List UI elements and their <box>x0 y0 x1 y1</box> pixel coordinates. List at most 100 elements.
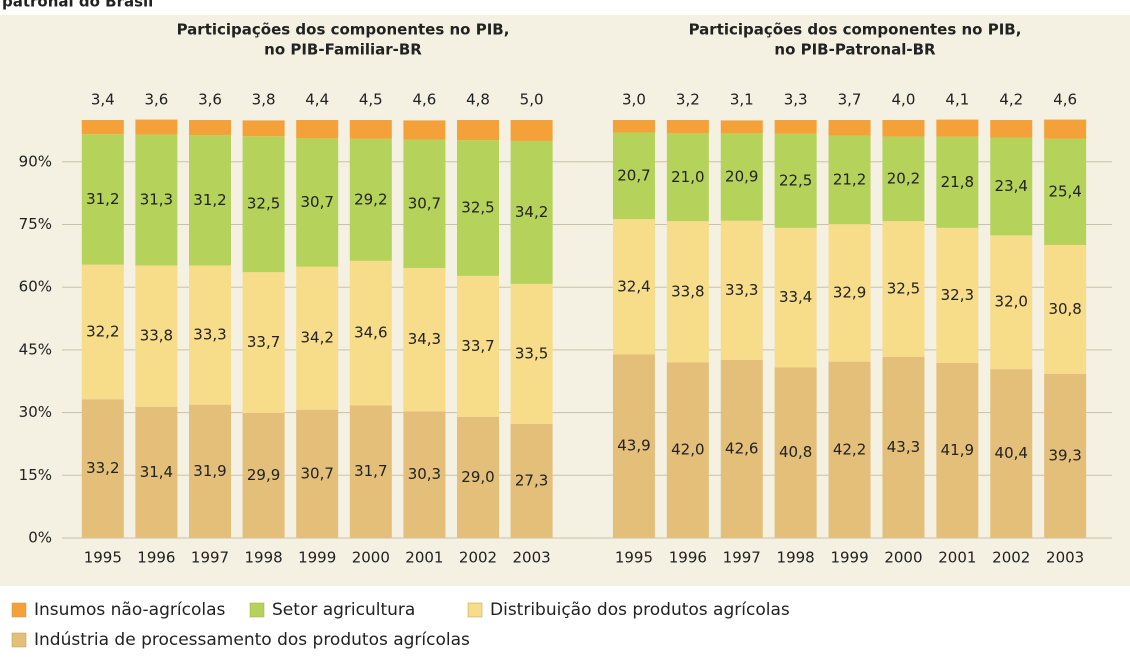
data-label: 31,2 <box>86 190 119 208</box>
x-tick-label: 1995 <box>84 549 122 567</box>
data-label: 3,8 <box>252 91 276 109</box>
data-label: 40,4 <box>995 444 1028 462</box>
data-label: 3,6 <box>144 91 168 109</box>
data-label: 22,5 <box>779 171 812 189</box>
data-label: 23,4 <box>995 177 1028 195</box>
chart-title: Participações dos componentes no PIB, <box>689 21 1022 39</box>
bar-segment <box>457 120 499 141</box>
bar-segment <box>403 120 446 140</box>
data-label: 31,4 <box>140 463 173 481</box>
data-label: 27,3 <box>515 471 548 489</box>
x-tick-label: 1997 <box>723 549 761 567</box>
bar-segment <box>189 135 231 266</box>
x-tick-label: 2000 <box>884 549 922 567</box>
chart-title: no PIB-Familiar-BR <box>264 41 422 59</box>
bar-segment <box>403 411 446 538</box>
legend-label: Distribuição dos produtos agrícolas <box>490 600 790 620</box>
data-label: 42,2 <box>833 440 866 458</box>
data-label: 5,0 <box>520 91 544 109</box>
bar-segment <box>720 359 763 538</box>
data-label: 20,9 <box>725 168 758 186</box>
bar-segment <box>510 120 553 141</box>
bar-segment <box>828 135 871 225</box>
bar-segment <box>135 265 178 407</box>
bar-segment <box>296 266 339 410</box>
data-label: 31,9 <box>193 462 226 480</box>
x-tick-label: 1999 <box>298 549 336 567</box>
bar-segment <box>720 120 763 134</box>
data-label: 4,4 <box>305 91 329 109</box>
data-label: 34,6 <box>354 324 387 342</box>
x-tick-label: 2002 <box>459 549 497 567</box>
data-label: 31,3 <box>140 191 173 209</box>
x-tick-label: 1995 <box>615 549 653 567</box>
x-tick-label: 1996 <box>669 549 707 567</box>
data-label: 42,0 <box>671 441 704 459</box>
data-label: 42,6 <box>725 439 758 457</box>
data-label: 33,5 <box>515 344 548 362</box>
chart-title: no PIB-Patronal-BR <box>774 41 936 59</box>
legend-label: Indústria de processamento dos produtos … <box>34 630 470 650</box>
data-label: 30,8 <box>1048 300 1081 318</box>
data-label: 32,4 <box>617 277 650 295</box>
bar-segment <box>457 416 499 538</box>
bar-segment <box>774 227 817 368</box>
bar-segment <box>828 224 871 362</box>
data-label: 4,2 <box>999 91 1023 109</box>
bar-segment <box>774 367 817 538</box>
bar-segment <box>882 357 925 538</box>
bar-segment <box>81 134 124 265</box>
data-label: 30,3 <box>408 465 441 483</box>
bar-segment <box>189 265 231 405</box>
bar-segment <box>774 120 817 134</box>
data-label: 29,9 <box>247 466 280 484</box>
data-label: 33,7 <box>461 337 494 355</box>
data-label: 25,4 <box>1048 182 1081 200</box>
data-label: 29,2 <box>354 190 387 208</box>
data-label: 32,5 <box>461 198 494 216</box>
data-label: 43,3 <box>887 438 920 456</box>
chart-title: Participações dos componentes no PIB, <box>177 21 510 39</box>
bar-segment <box>666 221 709 363</box>
data-label: 32,5 <box>887 280 920 298</box>
data-label: 31,2 <box>193 191 226 209</box>
x-tick-label: 1998 <box>245 549 283 567</box>
data-label: 4,0 <box>892 91 916 109</box>
y-tick-label: 15% <box>19 466 52 484</box>
data-label: 33,7 <box>247 333 280 351</box>
page-caption: patronal do Brasil <box>2 0 153 11</box>
data-label: 3,0 <box>622 91 646 109</box>
bar-segment <box>936 227 979 363</box>
x-tick-label: 2003 <box>513 549 551 567</box>
x-tick-label: 2000 <box>352 549 390 567</box>
data-label: 21,8 <box>941 173 974 191</box>
bar-segment <box>403 139 446 268</box>
x-tick-label: 2003 <box>1046 549 1084 567</box>
bar-segment <box>1044 244 1087 374</box>
data-label: 32,9 <box>833 283 866 301</box>
bar-segment <box>403 267 446 412</box>
bar-segment <box>882 120 925 137</box>
x-tick-label: 2002 <box>992 549 1030 567</box>
bar-segment <box>189 120 231 136</box>
bar-segment <box>296 409 339 538</box>
bar-segment <box>666 133 709 222</box>
data-label: 21,0 <box>671 168 704 186</box>
legend-swatch <box>249 602 265 618</box>
data-label: 3,1 <box>730 91 754 109</box>
bar-segment <box>1044 138 1087 245</box>
bar-segment <box>81 399 124 538</box>
bar-segment <box>936 119 979 137</box>
data-label: 33,3 <box>725 281 758 299</box>
bar-segment <box>612 132 655 220</box>
data-label: 43,9 <box>617 437 650 455</box>
bar-segment <box>936 136 979 228</box>
x-tick-label: 1999 <box>830 549 868 567</box>
data-label: 33,8 <box>140 327 173 345</box>
data-label: 4,5 <box>359 91 383 109</box>
data-label: 40,8 <box>779 443 812 461</box>
bar-segment <box>612 354 655 538</box>
bar-segment <box>81 264 124 400</box>
data-label: 33,2 <box>86 459 119 477</box>
bar-segment <box>510 140 553 284</box>
